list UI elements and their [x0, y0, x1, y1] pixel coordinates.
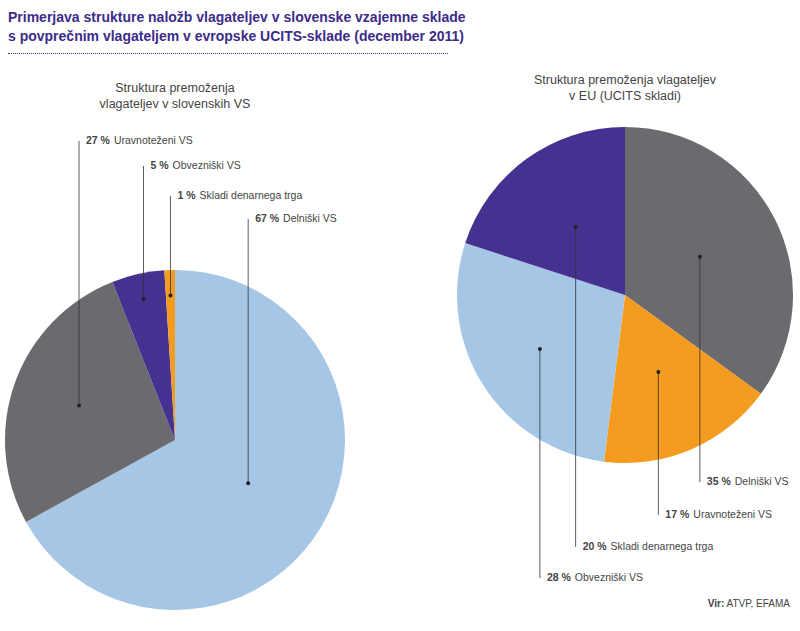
svg-text:28 %Obvezniški VS: 28 %Obvezniški VS [547, 571, 643, 583]
html-text:vlagateljev v slovenskih VS: vlagateljev v slovenskih VS [99, 97, 251, 111]
svg-text:27 %Uravnoteženi VS: 27 %Uravnoteženi VS [86, 134, 193, 146]
svg-text:67 %Delniški VS: 67 %Delniški VS [255, 212, 337, 224]
svg-text:1 %Skladi denarnega trga: 1 %Skladi denarnega trga [177, 189, 302, 201]
html-text:Struktura premoženja vlagatelj: Struktura premoženja vlagateljev [534, 73, 716, 87]
html-text:Vir: ATVP, EFAMA: Vir: ATVP, EFAMA [707, 598, 790, 609]
html-text:s povprečnim vlagateljem v evr: s povprečnim vlagateljem v evropske UCIT… [8, 28, 464, 44]
svg-text:35 %Delniški VS: 35 %Delniški VS [707, 475, 789, 487]
svg-text:5 %Obvezniški VS: 5 %Obvezniški VS [150, 159, 240, 171]
svg-text:17 %Uravnoteženi VS: 17 %Uravnoteženi VS [665, 508, 772, 520]
svg-text:20 %Skladi denarnega trga: 20 %Skladi denarnega trga [583, 540, 714, 552]
html-text:v EU (UCITS skladi): v EU (UCITS skladi) [569, 89, 681, 103]
html-text:Struktura premoženja: Struktura premoženja [115, 81, 235, 95]
html-text:Primerjava strukture naložb vl: Primerjava strukture naložb vlagateljev … [8, 9, 466, 25]
